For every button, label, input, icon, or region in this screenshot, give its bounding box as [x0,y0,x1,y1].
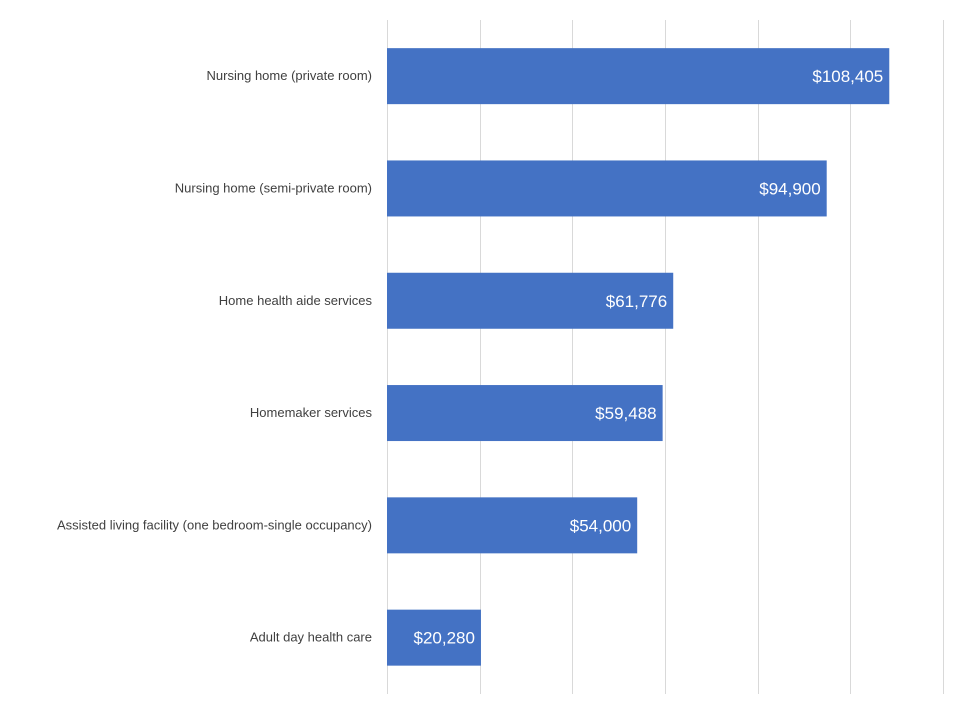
category-label-4: Assisted living facility (one bedroom-si… [57,517,372,532]
gridlines [387,20,944,694]
data-label-3: $59,488 [595,404,656,423]
bar-0 [387,48,890,105]
category-label-2: Home health aide services [219,293,373,308]
bars [387,48,890,666]
data-label-2: $61,776 [606,292,667,311]
category-label-5: Adult day health care [250,630,372,645]
bar-3 [387,385,663,442]
data-labels: $108,405 $94,900 $61,776 $59,488 $54,000 $20,… [414,67,884,648]
data-label-4: $54,000 [570,516,631,535]
bar-5 [387,609,481,666]
bar-1 [387,160,827,217]
bar-4 [387,497,638,554]
data-label-5: $20,280 [414,629,475,648]
category-label-0: Nursing home (private room) [207,68,372,83]
data-label-0: $108,405 [812,67,883,86]
bar-2 [387,272,674,329]
category-label-3: Homemaker services [250,405,373,420]
category-label-1: Nursing home (semi-private room) [175,180,372,195]
category-labels: Nursing home (private room) Nursing home … [57,68,373,645]
data-label-1: $94,900 [759,179,820,198]
